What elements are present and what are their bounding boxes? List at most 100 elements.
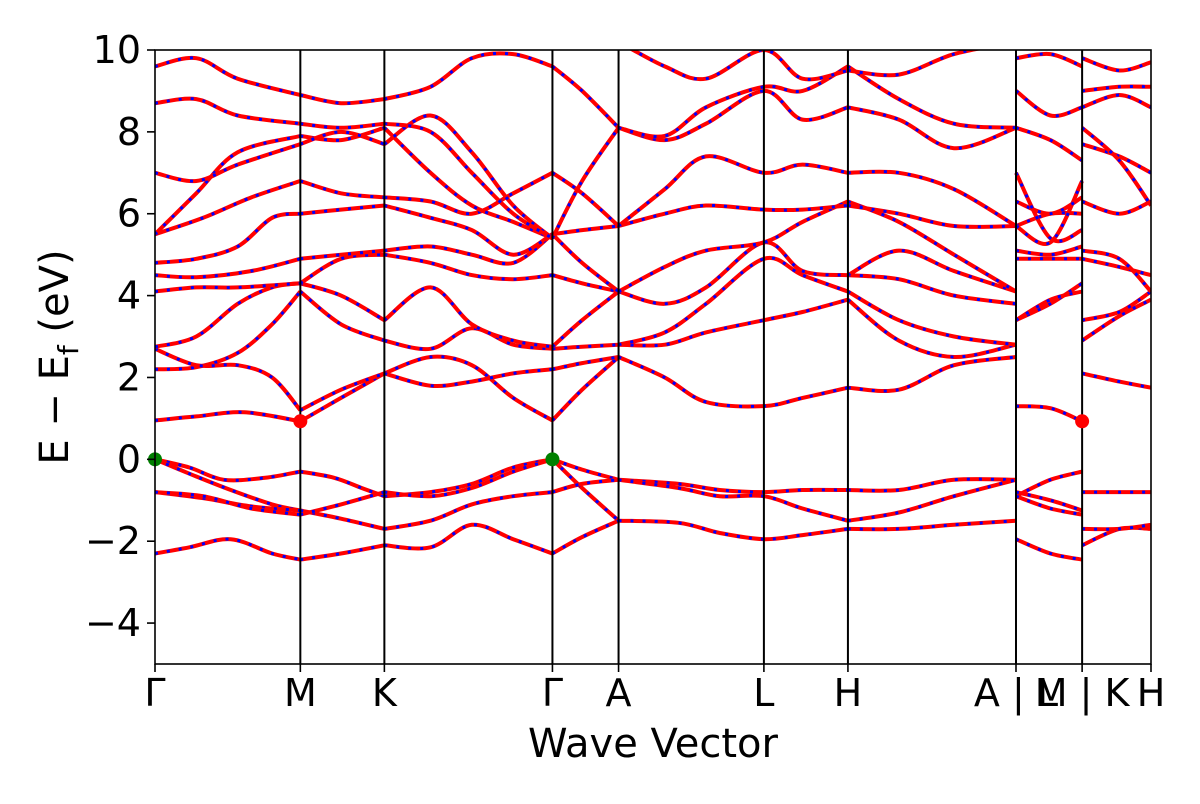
x-axis-title: Wave Vector (528, 721, 779, 767)
band-line (384, 522, 554, 556)
band-line (155, 179, 301, 237)
x-tick-label: K (372, 671, 398, 715)
band-line-overlay (155, 457, 301, 512)
band-line-overlay (384, 253, 553, 281)
band-line (617, 199, 849, 294)
band-line (1015, 404, 1083, 424)
band-line (618, 477, 849, 523)
band-line-overlay (618, 65, 849, 139)
band-line-overlay (1081, 298, 1151, 342)
band-line-overlay (155, 290, 302, 371)
y-tick-label: 8 (117, 110, 141, 154)
band-line (552, 355, 619, 372)
band-line (384, 171, 554, 216)
band-line (299, 371, 386, 412)
band-line (155, 142, 301, 184)
band-line (1081, 56, 1151, 73)
band-line (1015, 537, 1083, 562)
bands-layer (155, 50, 1151, 562)
band-line (1081, 92, 1151, 110)
band-line-overlay (1081, 257, 1151, 277)
band-line (299, 289, 386, 343)
band-line-overlay (384, 367, 553, 388)
band-line (300, 125, 385, 143)
band-line (155, 55, 301, 97)
band-line (618, 477, 848, 495)
band-line-overlay (847, 170, 1017, 228)
band-line-overlay (1081, 249, 1151, 293)
band-line-overlay (1015, 494, 1083, 517)
band-line-overlay (300, 249, 385, 261)
band-line (551, 477, 619, 495)
band-line (1081, 371, 1151, 390)
band-line-overlay (1015, 196, 1083, 216)
band-line (847, 169, 1018, 228)
band-line-overlay (847, 355, 1017, 393)
band-line (618, 240, 849, 306)
band-line (383, 203, 554, 257)
band-line-overlay (847, 65, 1017, 130)
band-line-overlay (155, 410, 301, 423)
conduction-band-minimum-marker (293, 414, 308, 429)
band-line-overlay (155, 179, 301, 236)
band-line-overlay (630, 50, 849, 81)
band-line (1015, 244, 1083, 257)
band-line (383, 285, 553, 349)
band-line (1015, 51, 1083, 69)
band-line (1081, 142, 1151, 175)
band-line-overlay (1014, 172, 1083, 243)
band-line (551, 232, 620, 294)
band-line-overlay (618, 89, 849, 142)
band-line-overlay (1015, 537, 1083, 562)
y-tick-label: −4 (85, 601, 141, 645)
band-line (551, 273, 620, 294)
band-line-overlay (847, 50, 979, 77)
band-line (617, 355, 849, 409)
band-line-overlay (847, 290, 1017, 347)
band-line-overlay (847, 105, 1017, 150)
band-line (155, 256, 301, 280)
y-axis-title-main: E − E (32, 355, 78, 465)
x-tick-label: H (834, 671, 863, 715)
y-tick-label: 4 (117, 274, 141, 318)
band-line (552, 224, 619, 237)
band-line (550, 126, 621, 240)
band-line-overlay (384, 457, 553, 498)
plot-frame (154, 49, 1152, 665)
band-line-overlay (155, 347, 302, 412)
band-line-overlay (299, 290, 385, 343)
band-line-overlay (1015, 404, 1083, 423)
band-line-overlay (155, 212, 301, 265)
band-line-overlay (618, 256, 849, 347)
band-line (1014, 180, 1084, 246)
y-tick-label: 6 (117, 192, 141, 236)
band-line-overlay (551, 126, 620, 239)
band-line-overlay (300, 470, 385, 498)
y-tick-label: 10 (93, 28, 141, 72)
band-line (383, 326, 553, 352)
band-line-overlay (384, 523, 553, 555)
x-tick-label: L (753, 671, 774, 715)
band-line-overlay (300, 204, 385, 216)
band-line (299, 93, 385, 106)
band-line (846, 248, 1017, 294)
band-line (618, 64, 849, 139)
band-line-overlay (1015, 282, 1083, 322)
y-tick-label: −2 (85, 519, 141, 563)
x-tick-label: Γ (542, 671, 563, 715)
band-line-overlay (384, 171, 554, 216)
band-line (847, 477, 1017, 493)
band-line-overlay (383, 355, 554, 422)
y-tick-label: 2 (117, 355, 141, 399)
band-line (1081, 256, 1151, 278)
band-line-overlay (1081, 126, 1151, 207)
band-line-overlay (155, 281, 301, 293)
band-line-overlay (384, 490, 553, 531)
band-line (1081, 84, 1151, 93)
band-line-overlay (551, 457, 620, 482)
band-line (618, 203, 849, 228)
band-line-overlay (618, 298, 849, 348)
band-line-overlay (1015, 470, 1083, 498)
x-tick-label: A | L (974, 671, 1058, 716)
